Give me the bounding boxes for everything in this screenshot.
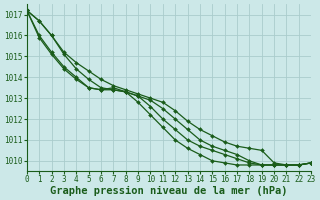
X-axis label: Graphe pression niveau de la mer (hPa): Graphe pression niveau de la mer (hPa): [50, 186, 288, 196]
